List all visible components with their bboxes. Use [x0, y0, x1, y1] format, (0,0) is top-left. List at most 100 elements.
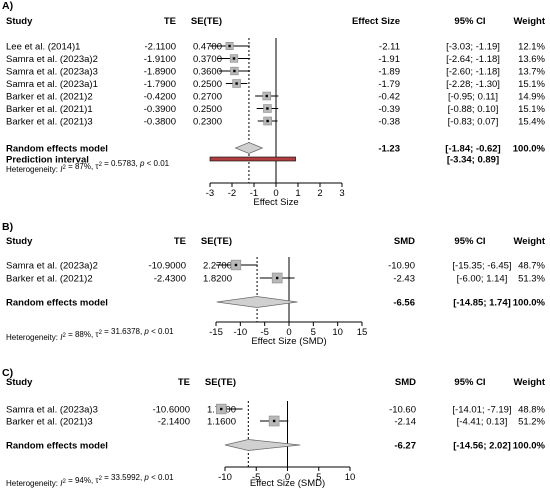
study-te: -2.1400	[158, 417, 190, 428]
study-name: Samra et al. (2023a)2	[6, 261, 98, 272]
summary-diamond	[234, 142, 264, 154]
header-ci: 95% CI	[454, 377, 485, 388]
x-axis-label: Effect Size (SMD)	[250, 478, 325, 489]
study-effect: -0.39	[378, 104, 400, 115]
study-weight: 15.1%	[518, 79, 545, 90]
study-point	[272, 419, 276, 423]
summary-ci: [-14.56; 2.02]	[453, 441, 511, 452]
study-point	[266, 107, 269, 110]
study-se: 0.4700	[193, 42, 222, 53]
x-tick-label: -15	[209, 327, 223, 338]
study-effect: -0.42	[378, 92, 400, 103]
study-name: Samra et al. (2023a)3	[6, 405, 98, 416]
header-study: Study	[6, 16, 33, 27]
header-weight: Weight	[514, 16, 546, 27]
study-te: -2.1100	[144, 42, 176, 53]
study-ci: [-2.28; -1.30]	[446, 79, 500, 90]
study-weight: 48.8%	[518, 405, 545, 416]
header-study: Study	[6, 236, 33, 247]
summary-label: Random effects model	[6, 298, 108, 309]
study-name: Lee et al. (2014)1	[6, 42, 80, 53]
heterogeneity-text: Heterogeneity: I2 = 94%, τ2 = 33.5992, p…	[6, 473, 174, 488]
study-weight: 51.3%	[518, 274, 545, 285]
prediction-label: Prediction interval	[6, 155, 89, 166]
study-effect: -10.90	[388, 261, 415, 272]
header-te: TE	[178, 377, 190, 388]
summary-diamond	[224, 439, 301, 451]
panel-label: C)	[2, 367, 13, 379]
summary-diamond	[216, 296, 298, 308]
study-name: Barker et al. (2021)3	[6, 117, 93, 128]
study-te: -2.4300	[154, 274, 186, 285]
study-point	[232, 57, 236, 60]
prediction-ci: [-3.34; 0.89]	[447, 155, 499, 166]
prediction-bar	[209, 156, 296, 162]
header-effect: SMD	[394, 236, 415, 247]
summary-weight: 100.0%	[513, 144, 546, 155]
study-weight: 15.4%	[518, 117, 545, 128]
study-se: 0.3600	[193, 67, 222, 78]
x-tick-label: -5	[260, 327, 268, 338]
x-tick-label: -2	[228, 188, 236, 199]
study-effect: -2.11	[379, 42, 400, 53]
study-weight: 12.1%	[518, 42, 545, 53]
x-tick-label: 10	[332, 327, 343, 338]
x-tick-label: 3	[339, 188, 344, 199]
study-point	[228, 44, 231, 48]
panel-label: A)	[2, 0, 13, 12]
x-tick-label: 10	[345, 472, 356, 483]
summary-effect: -1.23	[378, 144, 400, 155]
header-ci: 95% CI	[454, 236, 485, 247]
header-te: TE	[164, 16, 176, 27]
heterogeneity-text: Heterogeneity: I2 = 88%, τ2 = 31.6378, p…	[6, 327, 174, 342]
study-ci: [-0.88; 0.10]	[448, 104, 499, 115]
study-ci: [-15.35; -6.45]	[452, 261, 511, 272]
study-name: Barker et al. (2021)2	[6, 274, 93, 285]
study-te: -10.9000	[148, 261, 186, 272]
study-name: Barker et al. (2021)2	[6, 92, 93, 103]
header-effect: Effect Size	[352, 16, 400, 27]
x-tick-label: 0	[273, 188, 278, 199]
study-effect: -2.14	[394, 417, 416, 428]
summary-label: Random effects model	[6, 144, 108, 155]
study-se: 0.2500	[193, 79, 222, 90]
study-weight: 14.9%	[518, 92, 545, 103]
x-tick-label: 5	[311, 327, 316, 338]
study-effect: -1.79	[378, 79, 400, 90]
study-ci: [-2.60; -1.18]	[446, 67, 500, 78]
study-ci: [-3.03; -1.19]	[446, 42, 500, 53]
x-axis-label: Effect Size (SMD)	[251, 336, 326, 347]
study-weight: 48.7%	[518, 261, 545, 272]
study-point	[266, 119, 269, 123]
study-te: -1.7900	[144, 79, 176, 90]
x-tick-label: 5	[316, 472, 321, 483]
study-se: 0.2500	[193, 104, 222, 115]
x-tick-label: 0	[286, 327, 291, 338]
study-te: -0.3800	[144, 117, 176, 128]
summary-ci: [-1.84; -0.62]	[445, 144, 500, 155]
study-effect: -1.91	[378, 54, 400, 65]
x-tick-label: 0	[285, 472, 290, 483]
header-ci: 95% CI	[454, 16, 485, 27]
header-se: SE(TE)	[205, 377, 236, 388]
study-ci: [-0.95; 0.11]	[448, 92, 498, 103]
study-se: 0.3700	[193, 54, 222, 65]
study-se: 0.2700	[193, 92, 222, 103]
heterogeneity-text: Heterogeneity: I2 = 87%, τ2 = 0.5783, p …	[6, 159, 170, 174]
study-name: Samra et al. (2023a)3	[6, 67, 98, 78]
study-weight: 15.1%	[518, 104, 545, 115]
x-tick-label: 15	[357, 327, 368, 338]
study-ci: [-4.41; 0.13]	[457, 417, 508, 428]
study-effect: -10.60	[389, 405, 416, 416]
summary-label: Random effects model	[6, 441, 108, 452]
study-name: Samra et al. (2023a)1	[6, 79, 98, 90]
study-weight: 13.6%	[518, 54, 545, 65]
study-effect: -2.43	[393, 274, 415, 285]
study-ci: [-2.64; -1.18]	[446, 54, 500, 65]
header-te: TE	[174, 236, 186, 247]
x-tick-label: -5	[252, 472, 260, 483]
study-effect: -1.89	[378, 67, 400, 78]
header-se: SE(TE)	[191, 16, 222, 27]
study-point	[265, 94, 268, 98]
